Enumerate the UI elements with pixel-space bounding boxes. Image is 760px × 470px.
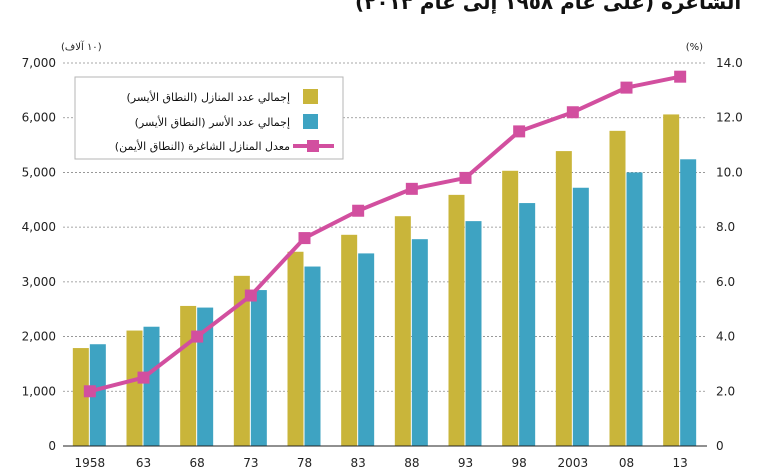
gridlines: [63, 62, 707, 392]
right-tick-label: 14.0: [716, 56, 743, 70]
line-series: [83, 70, 687, 398]
x-tick-label: 2003: [558, 456, 589, 470]
bar: [626, 172, 643, 446]
x-tick-label: 13: [673, 456, 688, 470]
bar: [341, 234, 358, 446]
left-tick-label: 6,000: [22, 111, 56, 125]
right-tick-label: 8.0: [716, 220, 735, 234]
legend-swatch: [303, 114, 318, 129]
bar: [465, 221, 482, 446]
bar: [519, 203, 536, 446]
bar: [304, 266, 321, 446]
line-point: [137, 371, 150, 384]
bar: [502, 170, 519, 446]
vacancy-rate-line: [89, 74, 681, 394]
bar: [287, 251, 304, 446]
bar: [609, 130, 626, 447]
line-point: [244, 289, 257, 302]
line-point: [674, 70, 687, 83]
line-point: [513, 125, 526, 138]
legend-swatch: [303, 89, 318, 104]
line-point: [459, 171, 472, 184]
x-tick-label: 78: [297, 456, 312, 470]
left-axis-unit: (١٠ آلاف): [61, 40, 102, 53]
x-tick-label: 08: [619, 456, 634, 470]
left-tick-label: 2,000: [22, 330, 56, 344]
left-tick-label: 5,000: [22, 165, 56, 179]
x-tick-label: 83: [351, 456, 366, 470]
chart-title-fragment: الشاغرة (على عام ١٩٥٨ إلى عام ٢٠١٣): [355, 0, 742, 14]
x-tick-label: 98: [512, 456, 527, 470]
line-point: [83, 385, 96, 398]
bar: [448, 194, 465, 446]
bar: [572, 187, 589, 446]
line-point: [191, 330, 204, 343]
legend-label: إجمالي عدد المنازل (النطاق الأيسر): [126, 90, 290, 104]
x-tick-label: 68: [190, 456, 205, 470]
bar: [72, 348, 89, 446]
line-point: [352, 204, 365, 217]
line-point: [298, 232, 311, 245]
right-tick-label: 6.0: [716, 275, 735, 289]
bar: [680, 159, 697, 446]
bar: [250, 290, 267, 446]
legend-marker: [307, 140, 319, 152]
x-tick-label: 88: [404, 456, 419, 470]
line-point: [566, 106, 579, 119]
right-axis-unit: (%): [686, 42, 703, 53]
bar: [126, 330, 143, 446]
legend-label: إجمالي عدد الأسر (النطاق الأيسر): [135, 115, 290, 129]
bar: [89, 344, 106, 446]
bar: [663, 114, 680, 446]
left-tick-label: 4,000: [22, 220, 56, 234]
x-tick-label: 93: [458, 456, 473, 470]
bar: [394, 216, 411, 446]
line-point: [620, 81, 633, 94]
line-point: [405, 182, 418, 195]
bar: [143, 326, 160, 446]
right-tick-label: 12.0: [716, 111, 743, 125]
left-tick-label: 7,000: [22, 56, 56, 70]
axes: 0 1,000 2,000 3,000 4,000 5,000 6,000 7,000 0 2.0…: [22, 40, 743, 470]
x-tick-label: 1958: [75, 456, 106, 470]
left-tick-label: 0: [48, 439, 56, 453]
bar: [555, 151, 572, 446]
right-tick-label: 2.0: [716, 384, 735, 398]
bar: [180, 305, 197, 446]
x-tick-label: 73: [243, 456, 258, 470]
bar: [411, 239, 428, 446]
legend: إجمالي عدد المنازل (النطاق الأيسر) إجمالي…: [74, 76, 344, 160]
right-tick-label: 10.0: [716, 165, 743, 179]
bar: [358, 253, 375, 446]
right-tick-label: 4.0: [716, 330, 735, 344]
legend-label: معدل المنازل الشاغرة (النطاق الأيمن): [115, 139, 290, 153]
bar-series: [72, 114, 697, 447]
x-tick-label: 63: [136, 456, 151, 470]
right-tick-label: 0: [716, 439, 724, 453]
left-tick-label: 3,000: [22, 275, 56, 289]
left-tick-label: 1,000: [22, 384, 56, 398]
bar: [233, 275, 250, 446]
